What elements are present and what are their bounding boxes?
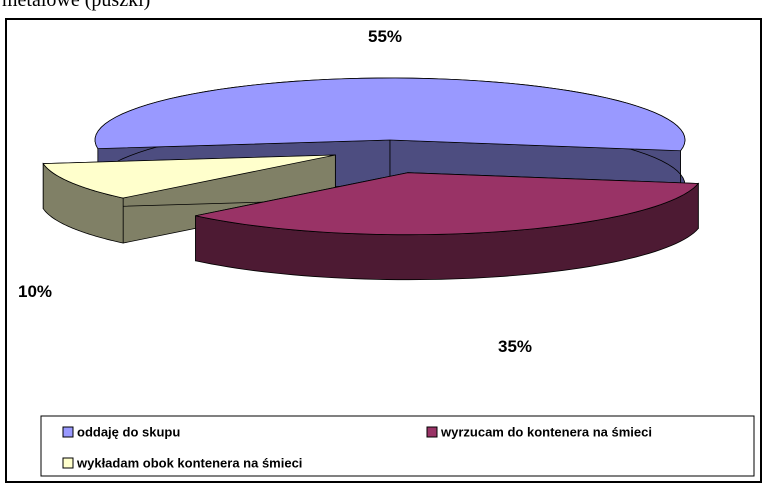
slice-top bbox=[94, 77, 686, 152]
slice-top bbox=[42, 154, 336, 199]
legend-swatch bbox=[426, 426, 438, 438]
slice bbox=[195, 172, 700, 281]
legend-swatch bbox=[62, 457, 74, 469]
legend-label: wykładam obok kontenera na śmieci bbox=[76, 455, 302, 470]
legend-label: oddaję do skupu bbox=[77, 424, 180, 439]
slice bbox=[42, 154, 336, 244]
pie bbox=[42, 77, 700, 281]
labels: 55% 35% 10% bbox=[18, 27, 532, 356]
legend: oddaję do skupu wyrzucam do kontenera na … bbox=[62, 424, 652, 470]
legend-swatch bbox=[62, 426, 74, 438]
data-label: 35% bbox=[498, 337, 532, 356]
chart-title: metalowe (puszki) bbox=[2, 0, 150, 11]
data-label: 55% bbox=[368, 27, 402, 46]
legend-label: wyrzucam do kontenera na śmieci bbox=[440, 424, 652, 439]
chart-border bbox=[5, 18, 762, 483]
slice-top bbox=[195, 172, 700, 236]
legend-box bbox=[40, 415, 755, 477]
data-label: 10% bbox=[18, 282, 52, 301]
